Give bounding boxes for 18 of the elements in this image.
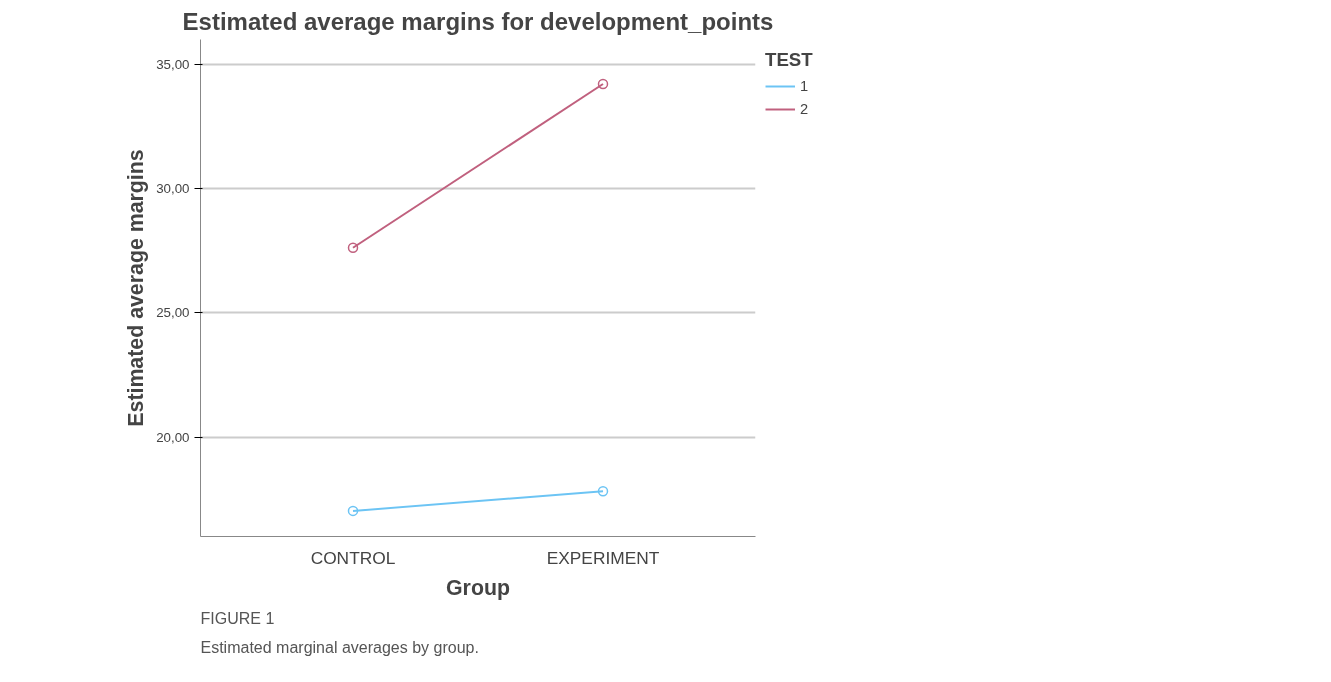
y-tick-label: 20,00 [156,429,190,445]
text: Estimated marginal averages by group. [200,638,479,656]
legend-label: 2 [800,101,810,117]
chart-title: Estimated average margins for development_points [182,7,774,35]
legend-label: 1 [800,78,810,94]
x-axis-title: Group [446,575,510,600]
y-axis-title: Estimated average margins [124,149,149,427]
y-tick-label: 35,00 [156,56,190,72]
point [347,505,359,517]
point [597,78,609,90]
x-tick-label: CONTROL [310,547,396,568]
point [597,486,609,497]
legend-title: TEST [765,49,814,71]
y-tick-label: 30,00 [156,181,190,197]
caption: FIGURE 1 [200,609,275,627]
point [347,242,359,253]
y-tick-label: 25,00 [156,305,190,321]
x-tick-label: EXPERIMENT [546,547,660,568]
